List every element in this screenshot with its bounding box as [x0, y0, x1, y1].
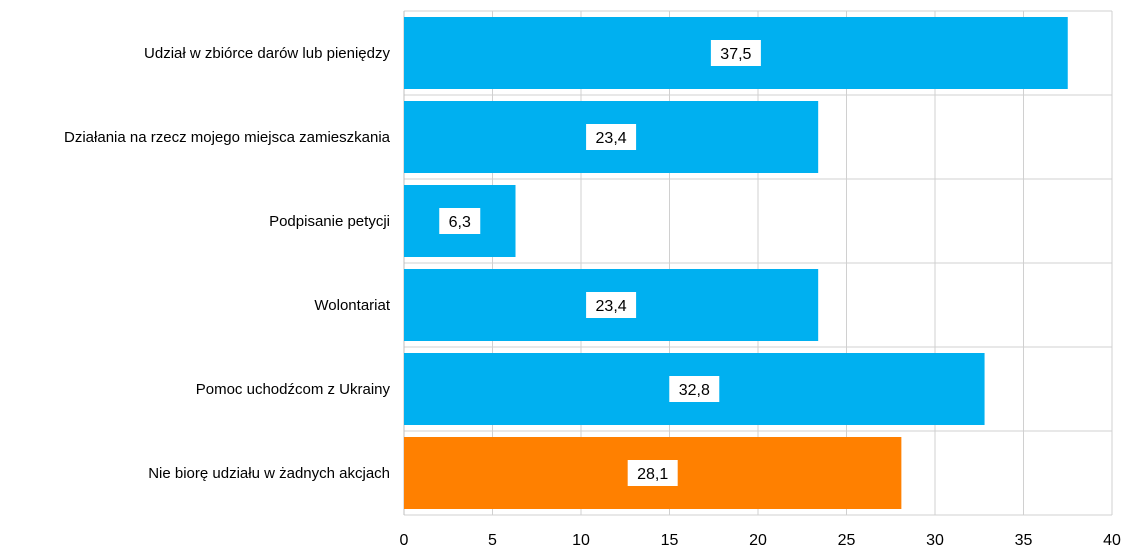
category-label: Udział w zbiórce darów lub pieniędzy: [144, 45, 390, 62]
x-tick-label: 40: [1103, 532, 1121, 549]
data-label: 37,5: [720, 46, 751, 63]
category-label: Nie biorę udziału w żadnych akcjach: [148, 465, 390, 482]
data-label: 32,8: [679, 382, 710, 399]
bars: 37,5 23,4 6,3 23,4 32,8 28,1: [404, 17, 1068, 509]
x-tick-label: 25: [838, 532, 856, 549]
x-tick-label: 10: [572, 532, 590, 549]
x-axis-ticks: 0 5 10 15 20 25 30 35 40: [400, 532, 1121, 549]
data-label: 6,3: [449, 214, 471, 231]
data-label-box: [669, 376, 720, 402]
category-label: Działania na rzecz mojego miejsca zamies…: [64, 129, 391, 146]
x-tick-label: 0: [400, 532, 409, 549]
data-label: 23,4: [596, 298, 627, 315]
data-label-box: [710, 40, 761, 66]
x-tick-label: 5: [488, 532, 497, 549]
category-label: Wolontariat: [314, 297, 390, 314]
category-label: Podpisanie petycji: [269, 213, 390, 230]
data-label-box: [439, 208, 481, 234]
x-tick-label: 35: [1015, 532, 1033, 549]
data-label: 28,1: [637, 466, 668, 483]
x-tick-label: 15: [661, 532, 679, 549]
x-tick-label: 20: [749, 532, 767, 549]
grid: [403, 10, 1113, 516]
data-label-box: [627, 460, 678, 486]
data-label-box: [586, 292, 637, 318]
data-label-box: [586, 124, 637, 150]
category-label: Pomoc uchodźcom z Ukrainy: [196, 381, 391, 398]
x-tick-label: 30: [926, 532, 944, 549]
data-label: 23,4: [596, 130, 627, 147]
category-labels: Udział w zbiórce darów lub pieniędzy Dzia…: [64, 45, 391, 482]
